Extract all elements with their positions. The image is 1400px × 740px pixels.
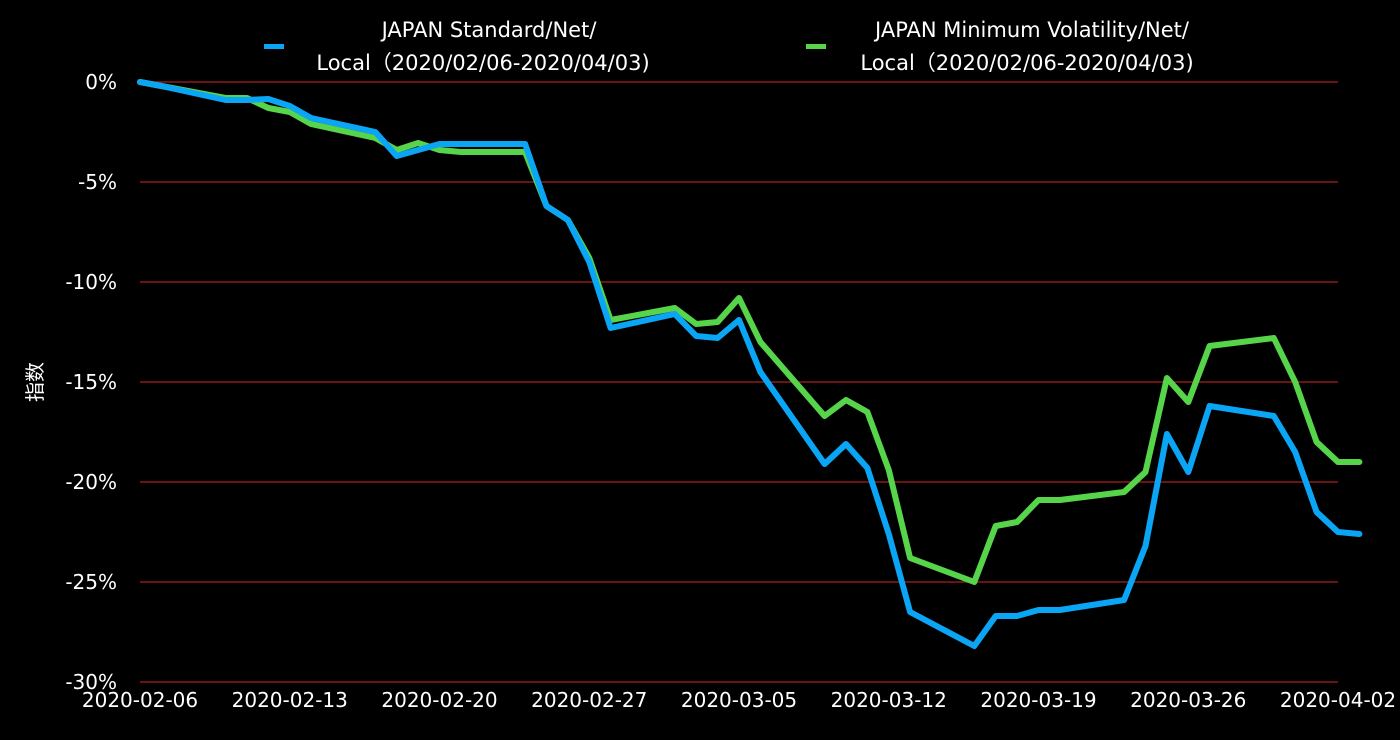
series-group	[137, 79, 1363, 649]
x-tick-label: 2020-03-19	[980, 688, 1096, 712]
y-tick-label: -30%	[65, 670, 117, 694]
y-tick-label: 0%	[85, 70, 117, 94]
x-tick-label: 2020-03-12	[831, 688, 947, 712]
grid	[140, 81, 1338, 683]
legend: JAPAN Standard/Net/ Local（2020/02/06-202…	[264, 18, 1194, 75]
x-axis: 2020-02-06 2020-02-13 2020-02-20 2020-02-27…	[82, 688, 1396, 712]
legend-swatch-minvol	[806, 44, 826, 49]
y-tick-label: -10%	[65, 270, 117, 294]
legend-label-minvol-line1: JAPAN Minimum Volatility/Net/	[873, 18, 1190, 42]
x-tick-label: 2020-02-27	[531, 688, 647, 712]
x-tick-label: 2020-02-13	[232, 688, 348, 712]
legend-label-standard-line2: Local（2020/02/06-2020/04/03)	[316, 51, 649, 75]
x-tick-label: 2020-03-26	[1130, 688, 1246, 712]
y-axis: 0% -5% -10% -15% -20% -25% -30%	[65, 70, 117, 694]
x-tick-label: 2020-04-02	[1280, 688, 1396, 712]
series-line-minvol	[137, 79, 1363, 585]
y-tick-label: -5%	[78, 170, 117, 194]
legend-label-minvol-line2: Local（2020/02/06-2020/04/03)	[860, 51, 1193, 75]
x-tick-label: 2020-02-20	[381, 688, 497, 712]
y-tick-label: -15%	[65, 370, 117, 394]
legend-label-standard-line1: JAPAN Standard/Net/	[380, 18, 598, 42]
y-tick-label: -20%	[65, 470, 117, 494]
y-tick-label: -25%	[65, 570, 117, 594]
legend-swatch-standard	[264, 44, 284, 49]
x-tick-label: 2020-02-06	[82, 688, 198, 712]
x-tick-label: 2020-03-05	[681, 688, 797, 712]
series-line-standard	[137, 79, 1363, 649]
y-axis-label: 指数	[23, 362, 47, 402]
